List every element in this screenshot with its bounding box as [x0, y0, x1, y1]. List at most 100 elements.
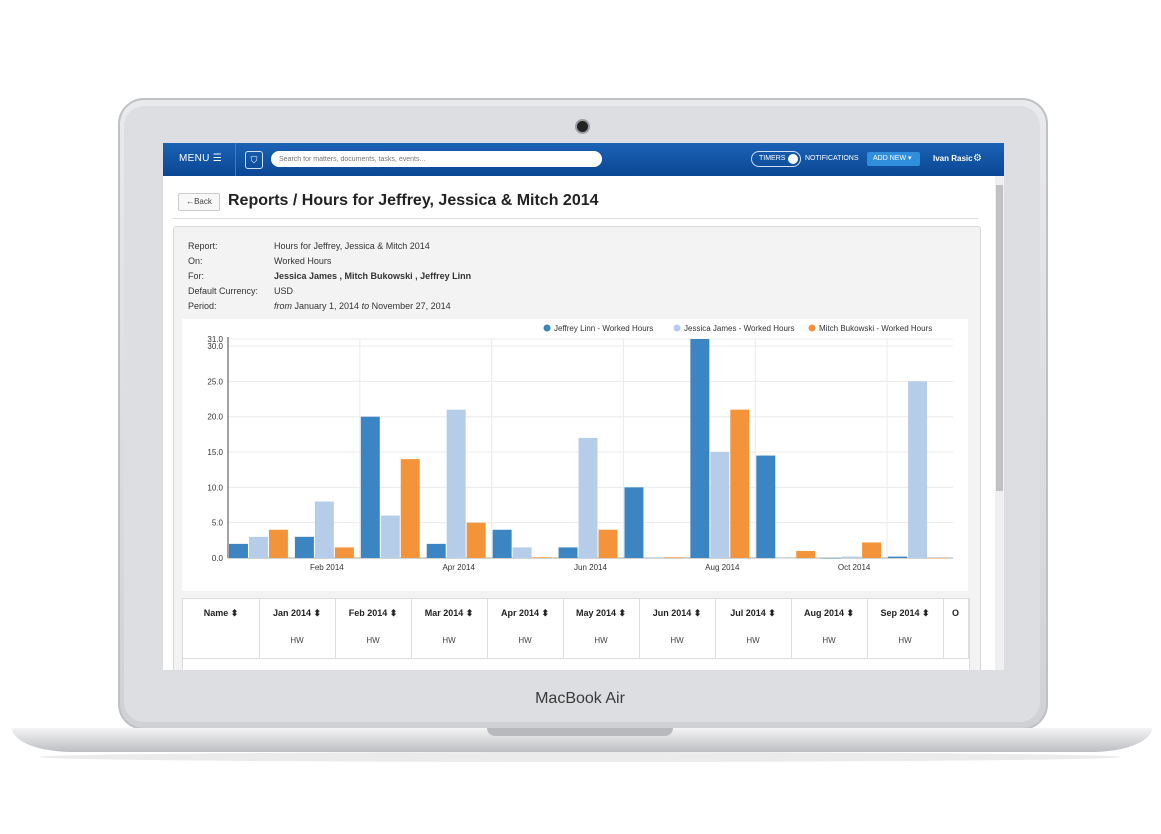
period-to-word: to — [361, 301, 370, 311]
laptop-notch — [487, 728, 673, 736]
bar — [512, 547, 532, 558]
bar — [796, 550, 816, 558]
table-column-header[interactable]: May 2014 ⬍ HW — [563, 599, 640, 659]
bar — [532, 557, 552, 558]
meta-for-value: Jessica James , Mitch Bukowski , Jeffrey… — [274, 271, 472, 281]
legend-entry: Mitch Bukowski - Worked Hours — [819, 324, 932, 333]
meta-currency-key: Default Currency: — [188, 286, 259, 296]
user-menu[interactable]: Ivan Rasic — [933, 154, 973, 163]
screen: MENU ☰ ⛉ TIMERS NOTIFICATIONS ADD NEW ▾ … — [163, 143, 1004, 670]
x-tick-label: Apr 2014 — [442, 563, 475, 572]
column-header-label: Sep 2014 ⬍ — [880, 608, 930, 618]
x-tick-label: Oct 2014 — [838, 563, 871, 572]
column-header-label: Aug 2014 ⬍ — [803, 608, 855, 618]
x-tick-label: Feb 2014 — [310, 563, 344, 572]
title-divider — [173, 218, 978, 219]
table-column-header[interactable]: Jul 2014 ⬍ HW — [715, 599, 792, 659]
chart-container: 0.0 5.0 10.0 15.0 20.0 25.0 30.0 31.0 Feb 2014 Ap… — [182, 319, 968, 591]
column-subheader-label: HW — [442, 636, 456, 645]
legend-marker — [673, 324, 681, 332]
table-column-header[interactable]: Mar 2014 ⬍ HW — [411, 599, 488, 659]
bar — [334, 547, 354, 558]
bar — [644, 557, 664, 558]
meta-period-key: Period: — [188, 301, 217, 311]
bar — [314, 501, 334, 558]
bar — [360, 416, 380, 558]
x-tick-label: Aug 2014 — [705, 563, 740, 572]
menu-button[interactable]: MENU ☰ — [179, 153, 222, 164]
meta-currency-value: USD — [274, 286, 294, 296]
x-tick-label: Jun 2014 — [574, 563, 607, 572]
timers-button[interactable]: TIMERS — [751, 151, 801, 167]
table-column-header[interactable]: Jan 2014 ⬍ HW — [259, 599, 336, 659]
page-title: Reports / Hours for Jeffrey, Jessica & M… — [228, 192, 599, 209]
column-header-label: Mar 2014 ⬍ — [424, 608, 474, 618]
laptop-shadow — [40, 752, 1120, 762]
table-column-header[interactable]: Feb 2014 ⬍ HW — [335, 599, 412, 659]
column-subheader-label: HW — [822, 636, 836, 645]
bar — [664, 557, 684, 558]
add-new-button[interactable]: ADD NEW ▾ — [867, 152, 920, 166]
column-subheader-label: HW — [898, 636, 912, 645]
y-tick-label: 30.0 — [207, 342, 223, 351]
back-button[interactable]: ←Back — [178, 193, 220, 211]
bar — [426, 543, 446, 558]
bar — [400, 459, 420, 558]
meta-report-key: Report: — [188, 241, 218, 251]
table-column-header[interactable]: Apr 2014 ⬍ HW — [487, 599, 564, 659]
column-subheader-label: HW — [670, 636, 684, 645]
column-header-label: Name ⬍ — [203, 608, 239, 618]
y-tick-label: 20.0 — [207, 413, 223, 422]
legend-entry: Jessica James - Worked Hours — [684, 324, 795, 333]
bar — [248, 536, 268, 558]
bar — [730, 409, 750, 558]
y-tick-label: 25.0 — [207, 377, 223, 386]
camera-icon — [577, 121, 588, 132]
hours-table: Name ⬍ Jan 2014 ⬍ HW Feb 2014 ⬍ HW Mar 2014 ⬍… — [182, 598, 970, 670]
column-header-label: Apr 2014 ⬍ — [500, 608, 550, 618]
app-logo-icon[interactable]: ⛉ — [245, 151, 263, 169]
timers-label: TIMERS — [759, 155, 786, 162]
column-header-label: O — [951, 608, 959, 618]
column-subheader-label: HW — [594, 636, 608, 645]
bar — [229, 543, 248, 558]
bar — [842, 556, 862, 558]
table-column-header[interactable]: Name ⬍ — [183, 599, 260, 659]
column-subheader-label: HW — [746, 636, 760, 645]
bar — [268, 529, 288, 558]
hours-bar-chart: 0.0 5.0 10.0 15.0 20.0 25.0 30.031.0 Feb 2014 Ap… — [207, 324, 953, 572]
bar — [928, 558, 948, 559]
meta-period-value: from January 1, 2014 to November 27, 201… — [274, 301, 451, 311]
bar — [558, 547, 578, 558]
gear-icon[interactable]: ⚙ — [973, 153, 982, 164]
device-brand: MacBook Air — [535, 690, 625, 707]
bar — [624, 487, 644, 558]
bar — [776, 558, 796, 559]
column-subheader-label: HW — [290, 636, 304, 645]
bar — [888, 556, 908, 558]
bar — [822, 558, 842, 559]
y-tick-label: 15.0 — [207, 448, 223, 457]
y-tick-label: 5.0 — [212, 519, 224, 528]
bar — [380, 515, 400, 558]
clock-icon — [788, 154, 798, 164]
column-header-label: Jan 2014 ⬍ — [272, 608, 322, 618]
search-input[interactable] — [271, 151, 602, 167]
column-header-label: May 2014 ⬍ — [575, 608, 627, 618]
bar — [710, 452, 730, 558]
bar — [294, 536, 314, 558]
scrollbar-thumb[interactable] — [996, 185, 1003, 491]
bar — [578, 437, 598, 558]
table-column-header[interactable]: Aug 2014 ⬍ HW — [791, 599, 868, 659]
bar — [598, 529, 618, 558]
top-navigation-bar: MENU ☰ ⛉ TIMERS NOTIFICATIONS ADD NEW ▾ … — [163, 143, 1004, 176]
table-column-header[interactable]: Sep 2014 ⬍ HW — [867, 599, 944, 659]
column-header-label: Jun 2014 ⬍ — [652, 608, 702, 618]
y-tick-label: 10.0 — [207, 483, 223, 492]
period-end: November 27, 2014 — [371, 301, 451, 311]
table-column-header[interactable]: O — [943, 599, 969, 659]
table-column-header[interactable]: Jun 2014 ⬍ HW — [639, 599, 716, 659]
bar — [756, 455, 776, 558]
notifications-link[interactable]: NOTIFICATIONS — [805, 155, 859, 162]
column-subheader-label: HW — [366, 636, 380, 645]
